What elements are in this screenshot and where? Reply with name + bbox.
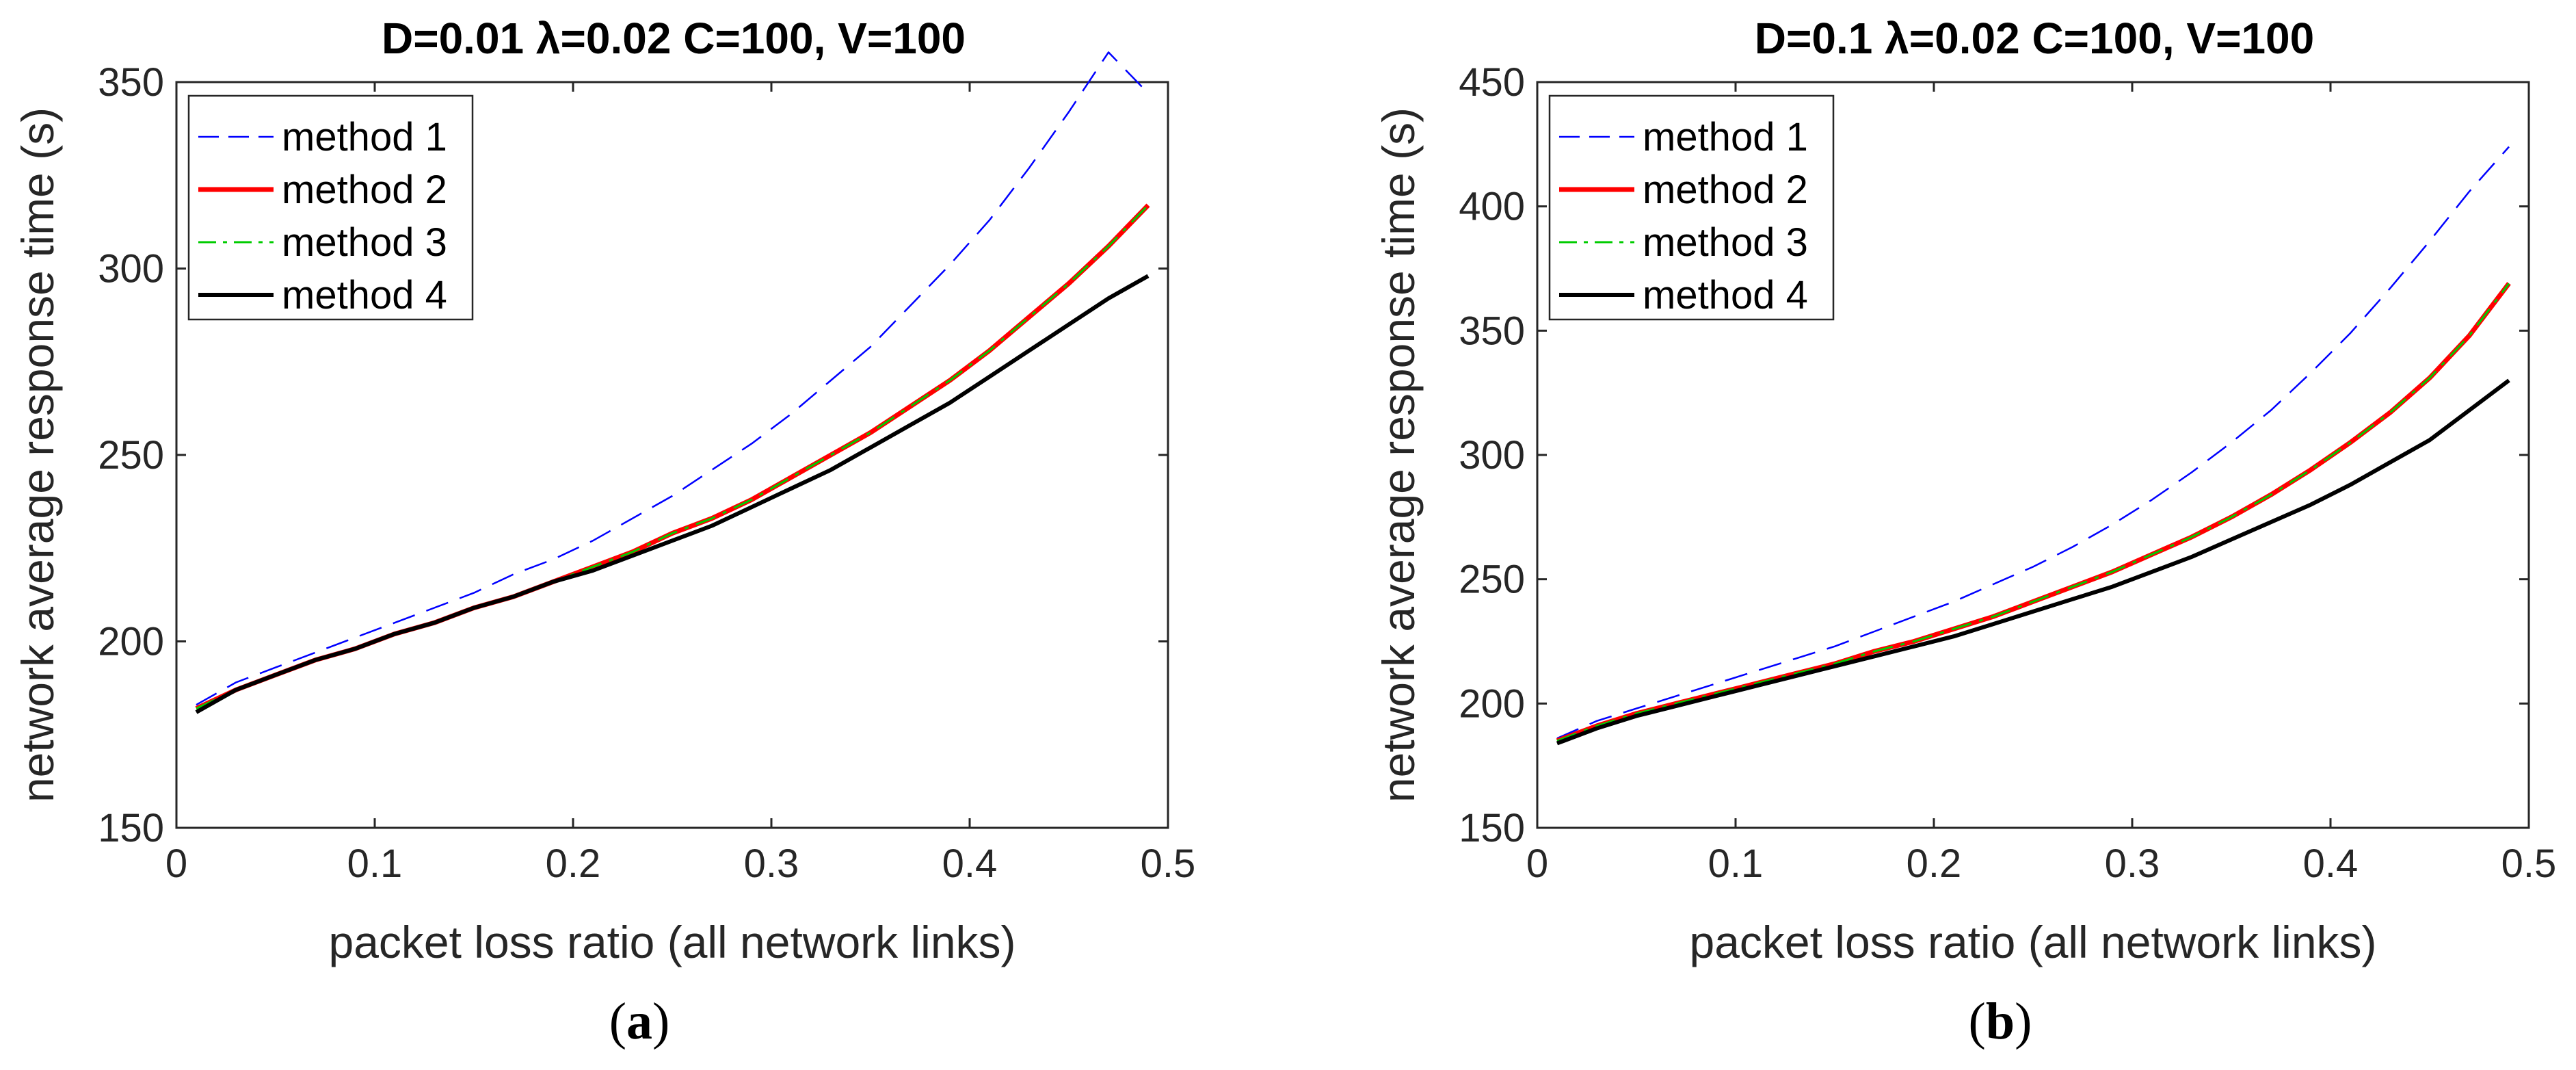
y-tick-label: 450 — [1459, 60, 1525, 105]
x-tick-label: 0 — [165, 841, 187, 886]
y-tick-label: 300 — [1459, 433, 1525, 478]
panel-label-b: (b) — [1969, 993, 2032, 1050]
y-axis-label-b: network average response time (s) — [1373, 107, 1424, 802]
x-tick-label: 0.5 — [2501, 841, 2557, 886]
y-axis-label-a: network average response time (s) — [12, 107, 63, 802]
panel-label-a: (a) — [609, 993, 670, 1050]
chart-title-b: D=0.1 λ=0.02 C=100, V=100 — [1755, 14, 2314, 63]
legend-label-method-2: method 2 — [282, 168, 447, 212]
legend-label-method-3: method 3 — [282, 220, 447, 265]
legend-label-method-1: method 1 — [1643, 115, 1808, 159]
legend-label-method-4: method 4 — [282, 273, 447, 317]
series-line-method-4 — [195, 274, 1150, 714]
y-tick-label: 200 — [98, 620, 164, 664]
x-tick-label: 0.4 — [942, 841, 998, 886]
panel-label-a-letter: a — [626, 993, 652, 1050]
y-tick-label: 250 — [98, 433, 164, 478]
legend-label-method-3: method 3 — [1643, 220, 1808, 265]
series-line-method-3 — [1556, 283, 2510, 742]
y-tick-label: 350 — [98, 60, 164, 105]
panel-label-b-letter: b — [1986, 993, 2015, 1050]
x-axis-label-a: packet loss ratio (all network links) — [328, 917, 1015, 967]
y-tick-label: 350 — [1459, 309, 1525, 353]
y-tick-label: 250 — [1459, 558, 1525, 602]
y-tick-label: 300 — [98, 247, 164, 291]
series-line-method-1 — [196, 51, 1149, 706]
y-axis-a: 150 200 250 300 350 — [98, 60, 1168, 850]
series-lines-b — [1556, 146, 2511, 746]
legend-b: method 1 method 2 method 3 method 4 — [1548, 94, 1835, 321]
y-axis-b: 150 200 250 300 350 400 450 — [1459, 60, 2529, 850]
series-lines-a — [195, 51, 1150, 714]
legend-box-a — [187, 94, 474, 321]
y-tick-label: 200 — [1459, 681, 1525, 726]
y-tick-label: 400 — [1459, 185, 1525, 229]
x-tick-label: 0.3 — [744, 841, 799, 886]
y-tick-label: 150 — [98, 806, 164, 850]
x-tick-label: 0.3 — [2105, 841, 2160, 886]
x-tick-label: 0.2 — [546, 841, 601, 886]
series-line-method-2 — [1556, 282, 2511, 744]
x-tick-label: 0.1 — [347, 841, 403, 886]
legend-label-method-1: method 1 — [282, 115, 447, 159]
x-axis-b: 0 0.1 0.2 0.3 0.4 0.5 — [1526, 82, 2556, 886]
legend-label-method-4: method 4 — [1643, 273, 1808, 317]
legend-label-method-2: method 2 — [1643, 168, 1808, 212]
legend-a: method 1 method 2 method 3 method 4 — [187, 94, 474, 321]
series-line-method-1 — [1556, 146, 2510, 740]
x-axis-a: 0 0.1 0.2 0.3 0.4 0.5 — [165, 82, 1195, 886]
panel-b: D=0.1 λ=0.02 C=100, V=100 0 0.1 0.2 0.3 0.4 0… — [1373, 14, 2556, 1050]
x-axis-label-b: packet loss ratio (all network links) — [1689, 917, 2376, 967]
x-tick-label: 0 — [1526, 841, 1548, 886]
chart-title-a: D=0.01 λ=0.02 C=100, V=100 — [382, 14, 966, 63]
series-line-method-4 — [1556, 378, 2510, 746]
x-tick-label: 0.1 — [1708, 841, 1764, 886]
panel-a: D=0.01 λ=0.02 C=100, V=100 0 0.1 0.2 0.3 0.4… — [12, 14, 1195, 1050]
x-tick-label: 0.5 — [1141, 841, 1196, 886]
legend-box-b — [1548, 94, 1835, 321]
x-tick-label: 0.2 — [1907, 841, 1962, 886]
x-tick-label: 0.4 — [2303, 841, 2359, 886]
y-tick-label: 150 — [1459, 806, 1525, 850]
